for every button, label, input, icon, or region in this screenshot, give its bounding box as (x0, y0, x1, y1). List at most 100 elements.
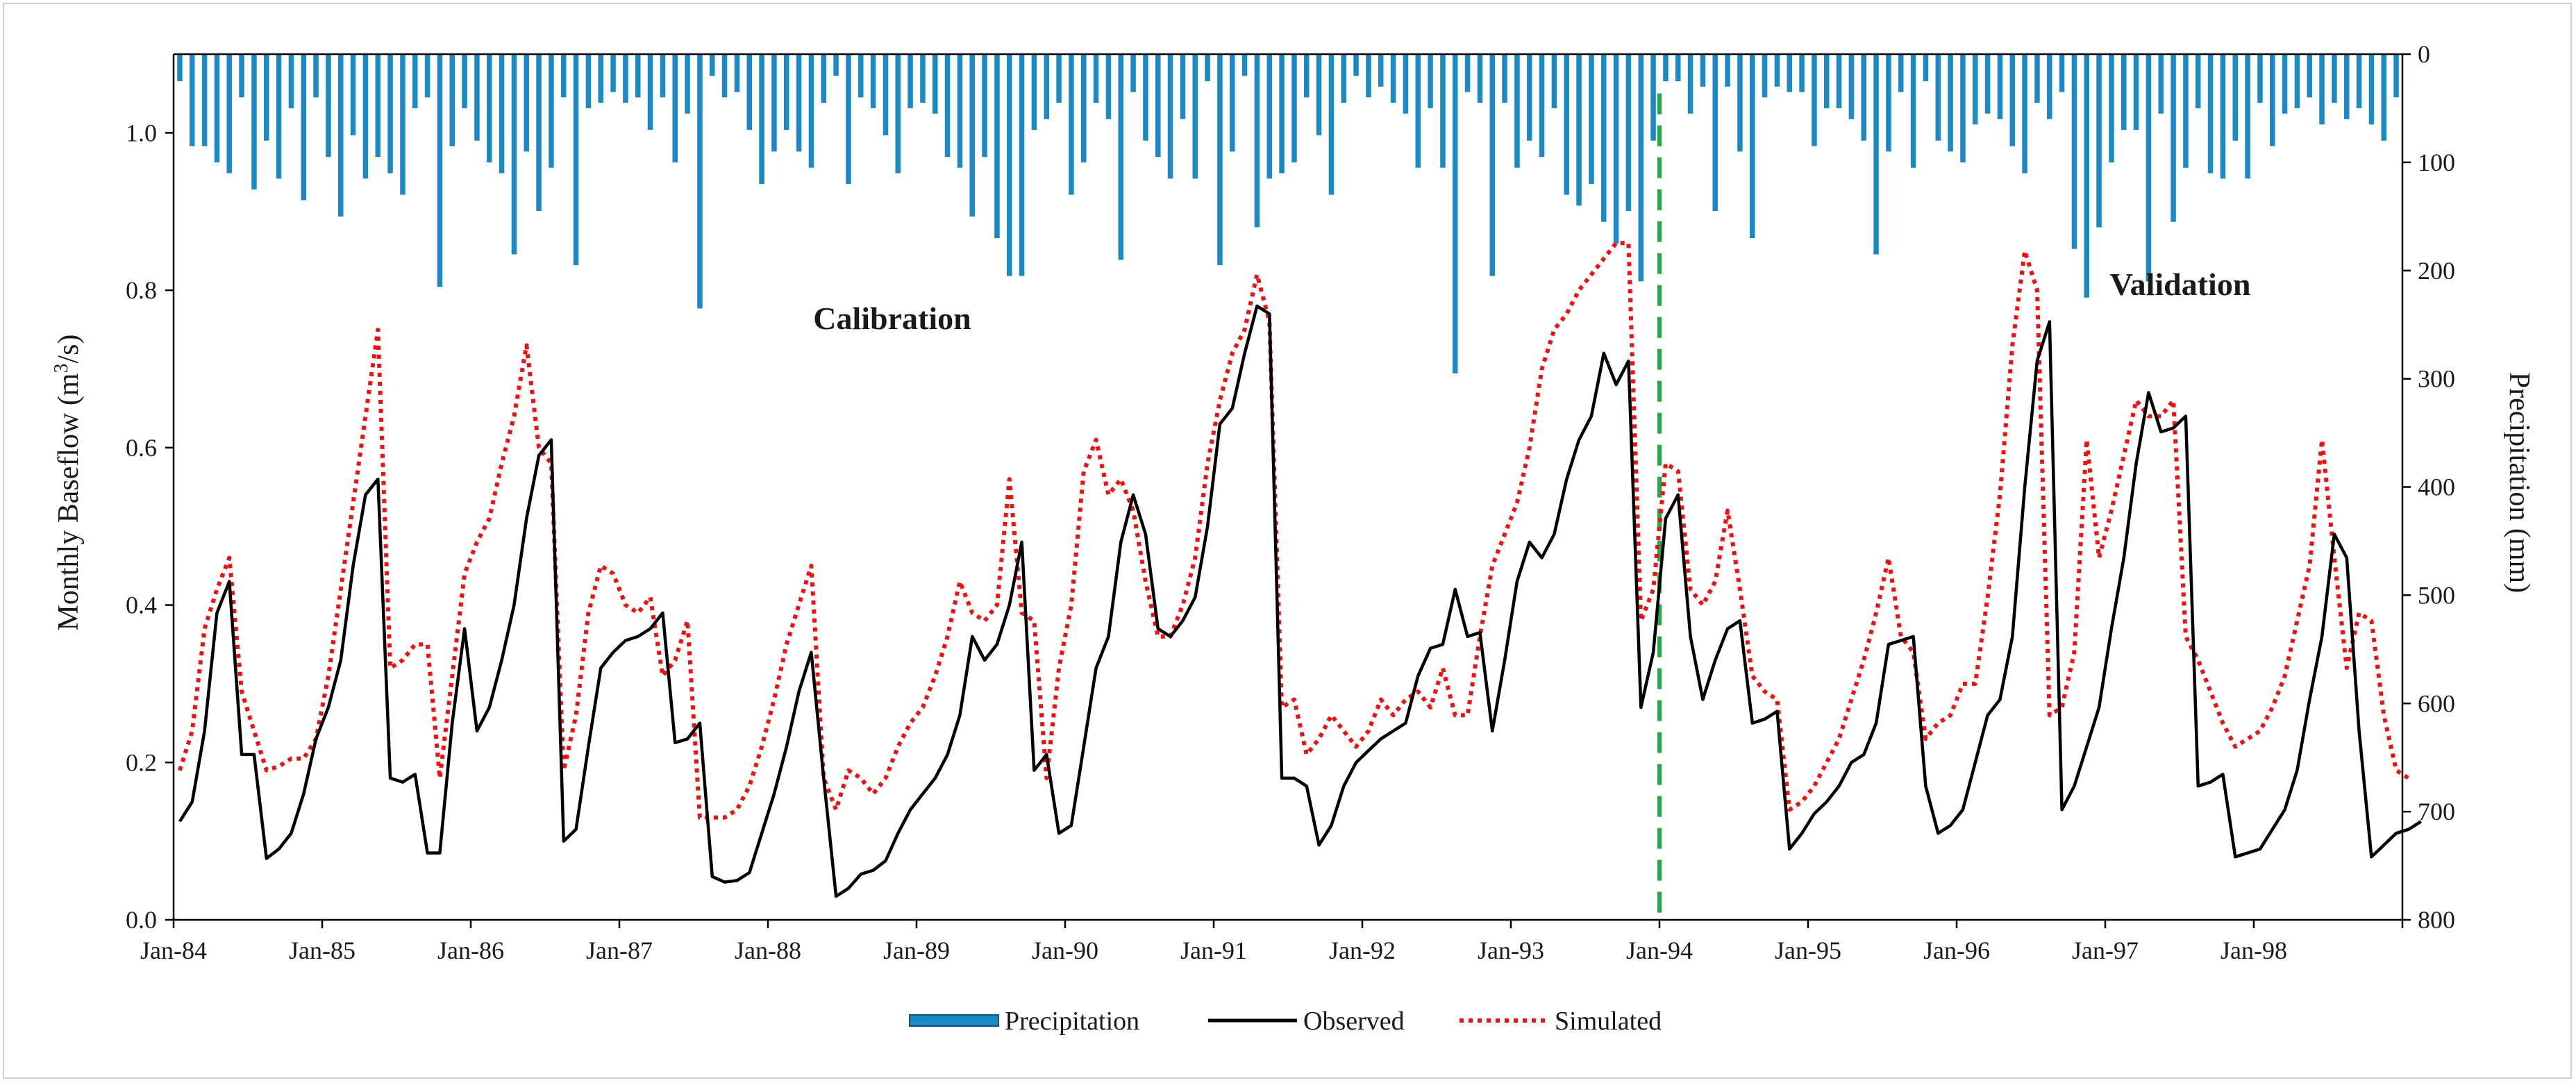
axes (165, 53, 2411, 928)
precip-bar (1650, 54, 1656, 141)
precip-bar (1453, 54, 1458, 373)
precip-bar (1254, 54, 1260, 228)
precip-bar (2009, 54, 2015, 146)
precip-bar (2232, 54, 2238, 141)
precip-bar (759, 54, 764, 184)
precip-bar (660, 54, 666, 98)
x-tick-label: Jan-95 (1775, 937, 1841, 964)
precip-bar (1997, 54, 2003, 119)
x-tick-label: Jan-86 (437, 937, 504, 964)
precip-bar (1143, 54, 1148, 141)
precip-bar (2096, 54, 2102, 228)
precip-bar (1415, 54, 1421, 168)
precip-bar (1341, 54, 1346, 103)
x-tick-label: Jan-91 (1180, 937, 1247, 964)
precip-bar (2393, 54, 2399, 98)
precip-bar (697, 54, 703, 309)
y2-tick-label: 800 (2418, 906, 2455, 934)
precip-bar (2196, 54, 2201, 108)
precip-bar (883, 54, 889, 135)
precip-bar (672, 54, 678, 162)
precip-bar (1403, 54, 1409, 114)
precip-bar (1230, 54, 1235, 152)
precip-bar (264, 54, 269, 141)
precip-bar (1774, 54, 1780, 87)
precip-bar (808, 54, 814, 168)
precip-bar (362, 54, 369, 179)
precip-bar (2356, 54, 2362, 108)
precip-bar (288, 54, 294, 108)
precip-bar (1489, 54, 1495, 276)
precip-bar (524, 54, 529, 152)
x-tick-label: Jan-84 (140, 937, 207, 964)
precip-bar (1266, 54, 1272, 179)
precip-bar (2047, 54, 2052, 119)
y2-tick-label: 300 (2418, 365, 2455, 393)
y2-tick-label: 600 (2418, 689, 2455, 717)
precip-bar (1848, 54, 1855, 119)
precip-bar (1353, 54, 1359, 76)
precip-bar (920, 54, 926, 103)
precip-bar (1118, 54, 1123, 260)
precip-bar (1613, 54, 1619, 244)
y2-tick-label: 0 (2418, 40, 2430, 68)
precip-bar (2270, 54, 2275, 146)
precip-bar (499, 54, 505, 174)
precip-bar (226, 54, 232, 174)
precip-bar (511, 54, 517, 255)
precipitation-bars (177, 54, 2399, 373)
x-tick-label: Jan-97 (2072, 937, 2139, 964)
precip-bar (932, 54, 938, 114)
precip-bar (908, 54, 913, 108)
precip-bar (1464, 54, 1471, 92)
precip-bar (846, 54, 851, 184)
precip-bar (1019, 54, 1025, 276)
precip-bar (1700, 54, 1706, 87)
x-tick-label: Jan-94 (1626, 937, 1693, 964)
y-axis-title: Monthly Baseflow (m3/s) (51, 335, 85, 631)
precip-bar (400, 54, 405, 195)
precip-bar (1069, 54, 1074, 195)
precip-bar (2282, 54, 2288, 114)
precip-bar (1081, 54, 1087, 162)
precip-bar (2381, 54, 2386, 141)
precip-bar (1750, 54, 1755, 238)
precip-bar (424, 54, 430, 98)
precip-bar (201, 54, 208, 146)
precip-bar (1502, 54, 1507, 103)
precip-bar (1378, 54, 1384, 87)
precip-bar (251, 54, 257, 190)
precip-bar (1812, 54, 1817, 146)
precip-bar (2171, 54, 2176, 222)
precip-bar (1910, 54, 1916, 168)
precip-bar (957, 54, 963, 168)
precip-bar (1155, 54, 1161, 158)
precip-bar (1279, 54, 1285, 174)
precip-bar (1886, 54, 1891, 152)
precip-bar (1625, 54, 1632, 211)
y2-tick-label: 200 (2418, 257, 2455, 285)
x-tick-label: Jan-90 (1032, 937, 1098, 964)
precip-bar (1044, 54, 1049, 119)
precip-bar (1638, 54, 1644, 282)
precip-bar (1539, 54, 1545, 158)
tick-labels: 0.0 0.2 0.4 0.6 0.8 1.0 0 100 200 300 400 500 600 700… (126, 40, 2455, 964)
precip-bar (1799, 54, 1805, 92)
precip-bar (598, 54, 603, 103)
precip-bar (994, 54, 1000, 238)
legend-simulated-label: Simulated (1555, 1007, 1662, 1036)
precip-bar (969, 54, 975, 217)
precip-bar (685, 54, 690, 114)
observed-line (178, 304, 2423, 898)
y-tick-label: 0.0 (126, 906, 157, 934)
legend-precip-swatch (909, 1014, 999, 1027)
precip-bar (1241, 54, 1248, 76)
y-tick-label: 1.0 (126, 119, 157, 146)
x-tick-label: Jan-92 (1329, 937, 1396, 964)
precip-bar (1787, 54, 1792, 92)
precip-bar (821, 54, 826, 103)
precip-bar (647, 54, 653, 131)
precip-bar (1304, 54, 1310, 98)
precip-bar (1093, 54, 1099, 103)
